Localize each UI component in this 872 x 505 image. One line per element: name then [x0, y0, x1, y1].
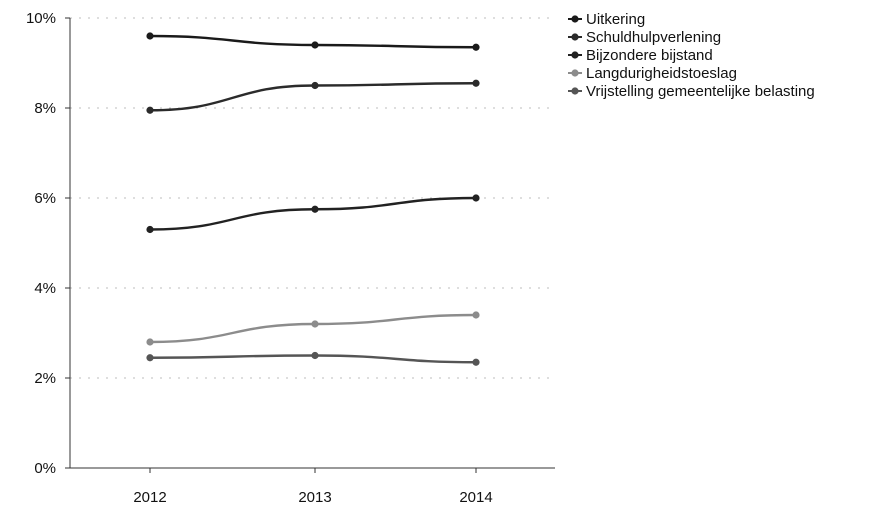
- series-line: [149, 313, 477, 344]
- data-point: [146, 106, 154, 114]
- legend-label: Schuldhulpverlening: [586, 29, 721, 46]
- legend-dot-marker: [571, 33, 579, 41]
- series-3: [146, 311, 480, 346]
- legend-entry: Langdurigheidstoeslag: [568, 65, 737, 82]
- legend-entry: Uitkering: [568, 11, 645, 28]
- series-line: [149, 196, 477, 231]
- y-tick-label: 4%: [34, 280, 56, 297]
- y-tick-label: 6%: [34, 190, 56, 207]
- legend-dot-marker: [571, 69, 579, 77]
- data-point: [472, 43, 480, 51]
- series-lines: [146, 32, 480, 366]
- series-2: [146, 194, 480, 234]
- x-tick-label: 2014: [459, 489, 492, 505]
- data-point: [146, 32, 154, 40]
- y-tick-label: 2%: [34, 370, 56, 387]
- y-tick-label: 0%: [34, 460, 56, 477]
- legend-entry: Bijzondere bijstand: [568, 47, 713, 64]
- legend-label: Langdurigheidstoeslag: [586, 65, 737, 82]
- y-tick-labels: 0% 2% 4% 6% 8% 10%: [26, 10, 70, 477]
- series-1: [146, 79, 480, 114]
- legend-label: Vrijstelling gemeentelijke belasting: [586, 83, 815, 100]
- data-point: [146, 338, 154, 346]
- data-point: [146, 225, 154, 234]
- data-point: [472, 194, 480, 202]
- axes: [69, 18, 555, 469]
- data-point: [472, 79, 480, 87]
- data-point: [311, 205, 319, 213]
- data-point: [311, 41, 319, 49]
- legend-label: Bijzondere bijstand: [586, 47, 713, 64]
- data-point: [311, 320, 319, 328]
- x-tick-labels: 2012 2013 2014: [133, 468, 493, 505]
- legend-entry: Schuldhulpverlening: [568, 29, 721, 46]
- series-0: [146, 32, 480, 51]
- data-point: [472, 358, 480, 366]
- x-tick-label: 2012: [133, 489, 166, 505]
- data-point: [311, 351, 319, 360]
- data-point: [472, 311, 480, 319]
- y-tick-label: 8%: [34, 100, 56, 117]
- legend-dot-marker: [571, 15, 579, 23]
- y-tick-label: 10%: [26, 10, 56, 27]
- x-tick-label: 2013: [298, 489, 331, 505]
- data-point: [311, 81, 319, 90]
- series-4: [146, 351, 480, 366]
- legend-dot-marker: [571, 51, 579, 59]
- legend-entry: Vrijstelling gemeentelijke belasting: [568, 83, 815, 100]
- data-point: [146, 354, 154, 362]
- legend-dot-marker: [571, 87, 579, 95]
- legend-label: Uitkering: [586, 11, 645, 28]
